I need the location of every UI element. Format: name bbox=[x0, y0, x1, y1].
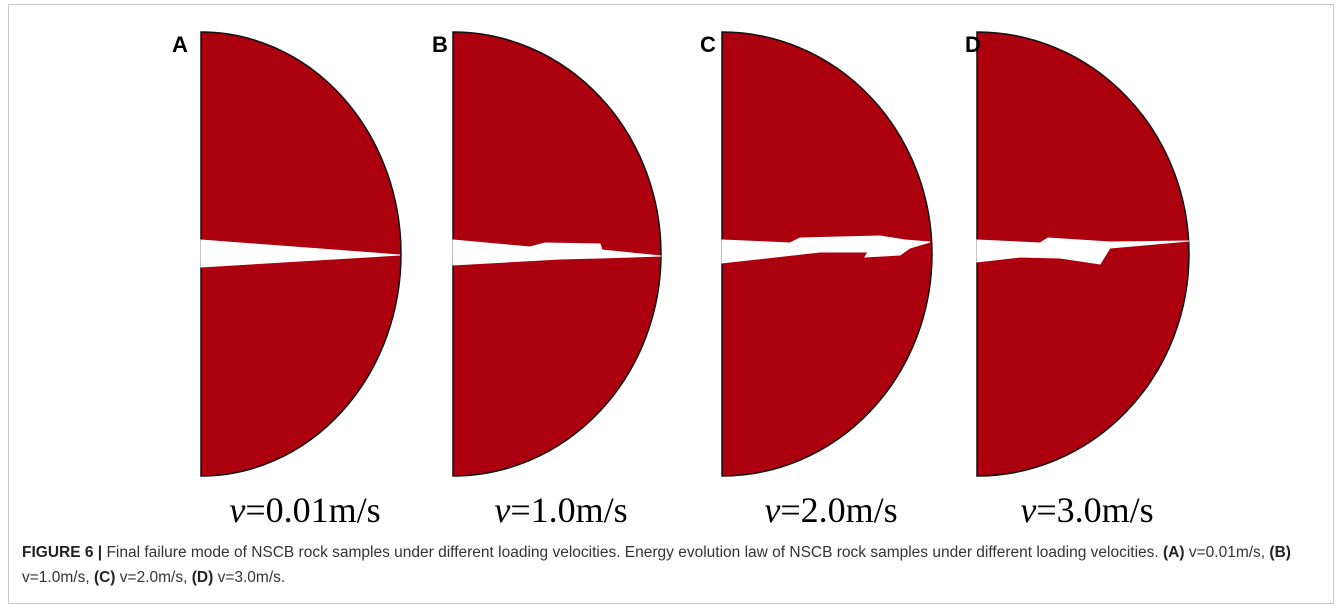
item-label: (B) bbox=[1269, 544, 1291, 561]
panel-label: B bbox=[432, 32, 448, 57]
velocity-label: v=2.0m/s bbox=[764, 490, 897, 530]
figure-image: Av=0.01m/sBv=1.0m/sCv=2.0m/sDv=3.0m/s bbox=[0, 0, 1344, 540]
velocity-label: v=1.0m/s bbox=[494, 490, 627, 530]
page: Av=0.01m/sBv=1.0m/sCv=2.0m/sDv=3.0m/s FI… bbox=[0, 0, 1344, 614]
caption-text: Final failure mode of NSCB rock samples … bbox=[106, 544, 1158, 561]
velocity-symbol: v bbox=[229, 490, 245, 530]
item-text: v=3.0m/s. bbox=[218, 569, 286, 586]
item-label: (D) bbox=[192, 569, 214, 586]
item-text: v=2.0m/s, bbox=[120, 569, 188, 586]
velocity-value: =0.01m/s bbox=[245, 490, 380, 530]
item-label: (C) bbox=[94, 569, 116, 586]
velocity-value: =3.0m/s bbox=[1036, 490, 1153, 530]
panel-label: C bbox=[700, 32, 716, 57]
velocity-symbol: v bbox=[494, 490, 510, 530]
velocity-value: =1.0m/s bbox=[510, 490, 627, 530]
velocity-symbol: v bbox=[764, 490, 780, 530]
panel-label: D bbox=[965, 32, 981, 57]
velocity-label: v=0.01m/s bbox=[229, 490, 380, 530]
panel-label: A bbox=[172, 32, 188, 57]
velocity-value: =2.0m/s bbox=[780, 490, 897, 530]
velocity-label: v=3.0m/s bbox=[1020, 490, 1153, 530]
caption-label: FIGURE 6 | bbox=[22, 544, 102, 561]
velocity-symbol: v bbox=[1020, 490, 1036, 530]
item-label: (A) bbox=[1163, 544, 1185, 561]
item-text: v=0.01m/s, bbox=[1189, 544, 1265, 561]
item-text: v=1.0m/s, bbox=[22, 569, 90, 586]
caption: FIGURE 6 | Final failure mode of NSCB ro… bbox=[22, 540, 1312, 590]
